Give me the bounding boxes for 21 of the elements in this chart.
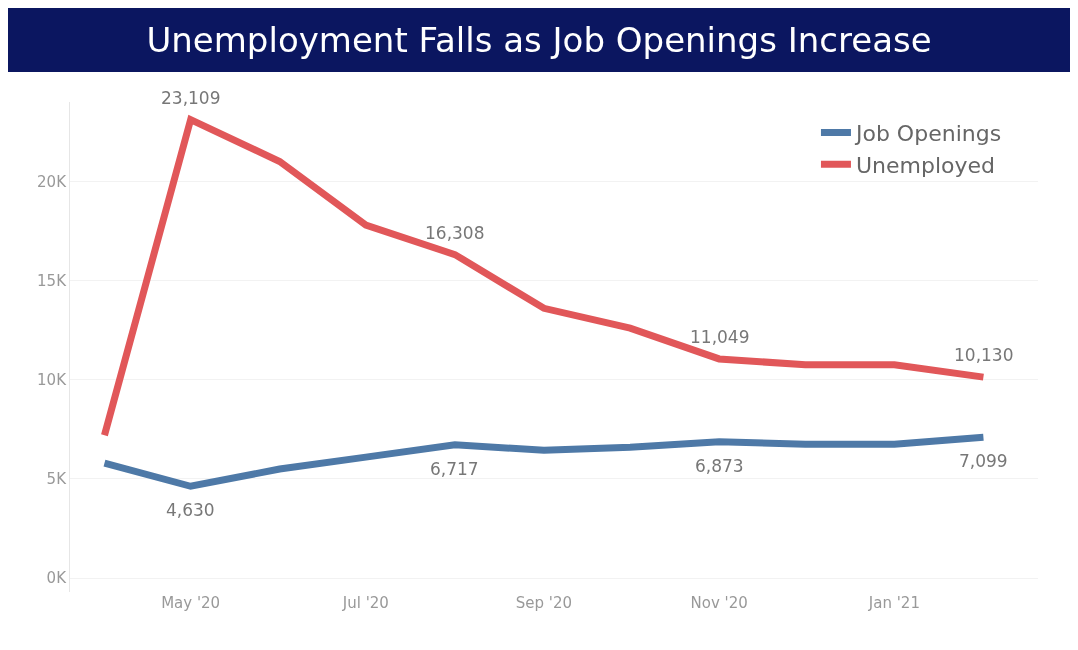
data-label: 11,049 xyxy=(690,327,750,347)
data-label: 4,630 xyxy=(166,500,215,520)
y-tick-label: 0K xyxy=(46,569,68,588)
y-tick-label: 10K xyxy=(37,370,68,389)
data-label: 6,717 xyxy=(430,459,479,479)
y-tick-label: 5K xyxy=(46,470,68,489)
x-tick-label: May '20 xyxy=(161,594,221,612)
x-tick-label: Jan '21 xyxy=(867,594,920,612)
legend-label: Unemployed xyxy=(855,152,996,178)
data-label: 23,109 xyxy=(161,88,221,108)
legend-label: Job Openings xyxy=(853,121,1002,147)
data-label: 16,308 xyxy=(425,223,485,243)
y-tick-label: 15K xyxy=(37,271,68,290)
chart-title: Unemployment Falls as Job Openings Increase xyxy=(8,8,1070,72)
data-label: 10,130 xyxy=(954,345,1014,365)
data-label: 6,873 xyxy=(695,456,744,476)
y-tick-label: 20K xyxy=(37,172,68,191)
x-tick-label: Jul '20 xyxy=(341,594,389,612)
data-label: 7,099 xyxy=(959,451,1008,471)
x-tick-label: Nov '20 xyxy=(690,594,748,612)
x-tick-label: Sep '20 xyxy=(515,594,573,612)
